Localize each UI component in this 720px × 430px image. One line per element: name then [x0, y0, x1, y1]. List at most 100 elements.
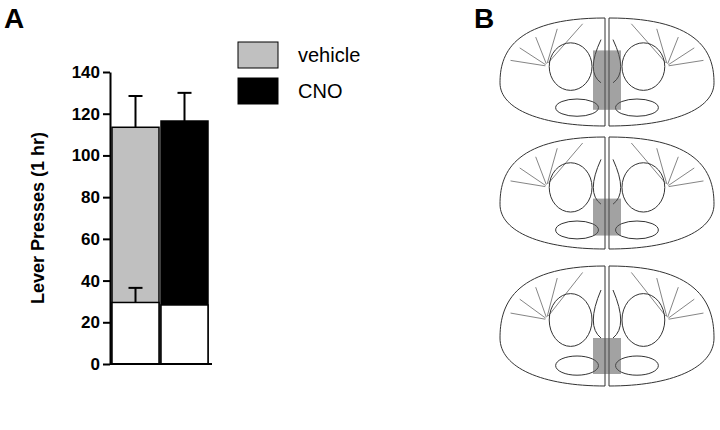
y-axis: 0 20 40 60 80 100 120 140 — [72, 63, 111, 374]
legend-swatch — [238, 78, 278, 104]
ventral-region — [556, 99, 599, 116]
ventricle — [613, 159, 621, 204]
hemisphere — [500, 137, 605, 249]
y-tick-label: 20 — [81, 313, 100, 332]
y-tick-mark — [103, 280, 110, 282]
y-tick-mark — [103, 238, 110, 240]
region-border — [536, 287, 547, 317]
legend-label: vehicle — [298, 44, 360, 66]
x-axis — [110, 364, 212, 365]
placement-shading — [593, 199, 621, 236]
striatum — [622, 43, 665, 91]
error-line — [135, 288, 137, 303]
y-tick-mark — [103, 72, 110, 74]
y-tick-label: 60 — [81, 230, 100, 249]
region-border — [668, 287, 679, 317]
brain-section — [500, 18, 714, 126]
hemisphere — [500, 18, 605, 126]
ventral-region — [616, 356, 659, 375]
region-border — [511, 181, 546, 187]
legend: vehicle CNO — [238, 42, 360, 104]
y-tick-label: 0 — [91, 355, 100, 374]
ventral-region — [616, 99, 659, 116]
y-tick-mark — [103, 155, 110, 157]
region-border — [657, 29, 667, 63]
region-border — [657, 278, 667, 317]
y-tick-mark — [103, 113, 110, 115]
y-axis-line — [110, 73, 112, 365]
hemisphere — [609, 18, 714, 126]
y-tick-label: 40 — [81, 272, 100, 291]
striatum — [549, 43, 592, 91]
ventricle — [593, 159, 601, 204]
error-cap — [178, 295, 192, 297]
y-tick-mark — [103, 197, 110, 199]
y-tick: 140 — [72, 63, 110, 82]
region-border — [631, 272, 665, 316]
legend-item: vehicle — [238, 42, 360, 68]
y-tick: 100 — [72, 146, 110, 165]
region-border — [668, 37, 679, 64]
ventral-region — [556, 221, 599, 239]
region-border — [668, 157, 679, 185]
y-tick: 20 — [81, 313, 110, 332]
region-border — [548, 24, 582, 63]
error-bar — [129, 96, 143, 127]
error-line — [184, 296, 186, 305]
brain-section — [500, 266, 714, 386]
region-border — [631, 143, 665, 184]
legend-item: CNO — [238, 78, 342, 104]
error-cap — [129, 287, 143, 289]
region-border — [669, 181, 704, 187]
y-axis-title: Lever Presses (1 hr) — [28, 132, 48, 304]
error-line — [135, 96, 137, 127]
region-border — [669, 60, 704, 65]
hemisphere — [500, 266, 605, 386]
hemisphere — [609, 137, 714, 249]
region-border — [536, 157, 547, 185]
y-tick-label: 120 — [72, 105, 100, 124]
error-line — [184, 93, 186, 121]
region-border — [669, 313, 704, 319]
ventral-region — [616, 221, 659, 239]
error-cap — [178, 92, 192, 94]
placement-shading — [593, 50, 621, 109]
region-border — [536, 37, 547, 64]
error-bar — [129, 288, 143, 303]
bar — [161, 121, 208, 364]
figure: A020406080100120140Lever Presses (1 hr)v… — [0, 0, 720, 430]
region-border — [657, 148, 667, 184]
y-tick-mark — [103, 364, 110, 366]
placement-shading — [593, 338, 621, 374]
region-border — [511, 60, 546, 65]
panel-label: B — [474, 3, 494, 34]
region-border — [547, 148, 557, 184]
plot-area — [112, 93, 208, 364]
ventricle — [593, 290, 601, 338]
region-border — [547, 278, 557, 317]
region-border — [548, 143, 582, 184]
region-border — [511, 313, 546, 319]
error-bar — [178, 296, 192, 305]
overlay-bar — [161, 305, 208, 364]
y-tick-label: 80 — [81, 188, 100, 207]
y-tick: 120 — [72, 105, 110, 124]
error-cap — [129, 95, 143, 97]
y-tick: 40 — [81, 272, 110, 291]
striatum — [549, 163, 592, 212]
y-tick: 80 — [81, 188, 110, 207]
region-border — [548, 272, 582, 316]
x-axis-line — [110, 363, 212, 365]
overlay-bar — [112, 302, 159, 364]
y-tick-label: 140 — [72, 63, 100, 82]
bar — [112, 127, 159, 364]
brain-section — [500, 137, 714, 249]
y-tick-label: 100 — [72, 146, 100, 165]
error-bar — [178, 93, 192, 121]
y-tick: 0 — [91, 355, 110, 374]
ventral-region — [556, 356, 599, 375]
region-border — [631, 24, 665, 63]
region-border — [547, 29, 557, 63]
y-tick: 60 — [81, 230, 110, 249]
y-tick-mark — [103, 322, 110, 324]
